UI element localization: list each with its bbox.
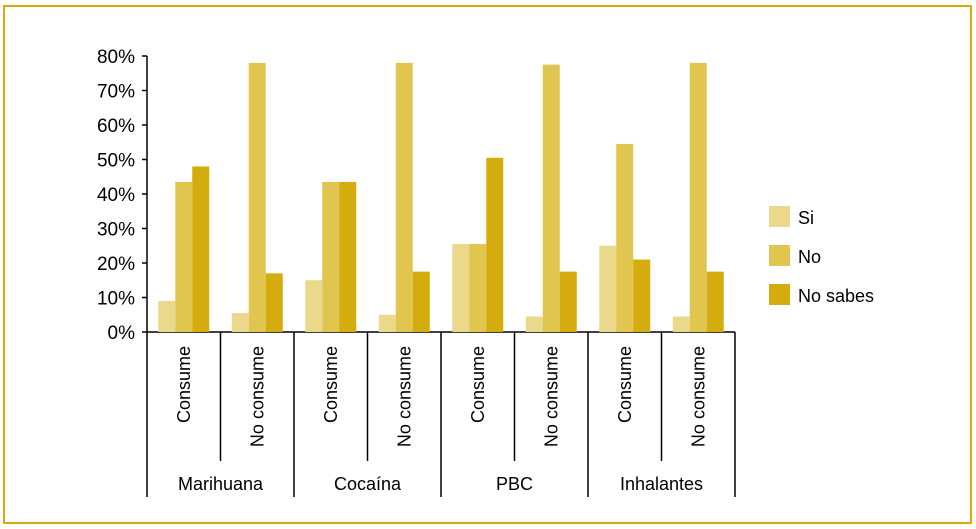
bar — [672, 316, 690, 332]
y-tick-label: 70% — [97, 82, 135, 103]
legend-swatch — [769, 284, 790, 305]
bar — [412, 271, 430, 332]
y-tick-label: 60% — [97, 116, 135, 137]
bar — [192, 166, 210, 332]
x-tick-label: Consume — [468, 346, 488, 423]
x-tick-label: Consume — [174, 346, 194, 423]
bar — [542, 64, 560, 332]
x-tick-label: No consume — [688, 346, 708, 447]
group-label: Cocaína — [334, 474, 402, 494]
y-tick-label: 30% — [97, 220, 135, 241]
y-tick-label: 10% — [97, 289, 135, 310]
x-tick-label: No consume — [247, 346, 267, 447]
bar — [525, 316, 543, 332]
group-label: Marihuana — [178, 474, 264, 494]
x-tick-label: Consume — [321, 346, 341, 423]
group-label: Inhalantes — [620, 474, 703, 494]
plot-area: 0% 10% 20% 30% 40% 50% 60% 70% 80% Consume No cons… — [97, 47, 736, 497]
bar — [633, 259, 651, 332]
x-tick-label: No consume — [541, 346, 561, 447]
bar — [559, 271, 577, 332]
y-tick-label: 20% — [97, 254, 135, 275]
bar — [689, 62, 707, 333]
bar — [378, 314, 396, 332]
x-tick-label: No consume — [394, 346, 414, 447]
bar — [158, 300, 176, 332]
legend: Si No No sabes — [769, 206, 874, 306]
y-tick-label: 40% — [97, 185, 135, 206]
bar — [305, 280, 323, 332]
bar — [395, 62, 413, 333]
bar — [469, 244, 487, 332]
y-tick-label: 80% — [97, 47, 135, 68]
bar — [452, 244, 470, 332]
bar — [486, 157, 504, 332]
legend-label: No — [798, 247, 821, 267]
bar — [265, 273, 283, 332]
group-label: PBC — [496, 474, 533, 494]
bar — [339, 181, 357, 332]
legend-label: No sabes — [798, 286, 874, 306]
legend-swatch — [769, 206, 790, 227]
bar — [248, 62, 266, 333]
bar — [599, 245, 617, 332]
y-tick-label: 0% — [108, 323, 136, 344]
bar — [175, 181, 193, 332]
bar — [706, 271, 724, 332]
bar — [322, 181, 340, 332]
x-tick-label: Consume — [615, 346, 635, 423]
y-tick-label: 50% — [97, 151, 135, 172]
bar — [616, 143, 634, 332]
legend-swatch — [769, 245, 790, 266]
legend-label: Si — [798, 208, 814, 228]
bar — [231, 313, 249, 332]
